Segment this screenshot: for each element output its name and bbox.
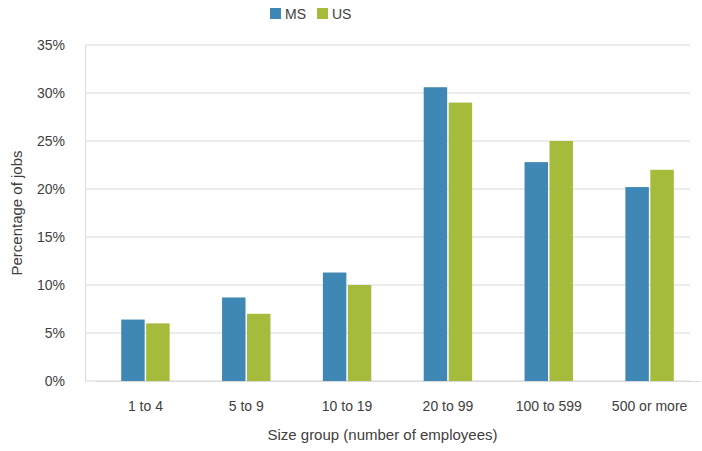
x-tick: 500 or more [612, 381, 688, 414]
grid-line [85, 45, 690, 46]
bar [348, 285, 371, 381]
chart: 0% 5% 10% 15% 20% 25% 30% 35% 1 to 4 5 to 9 10 to … [0, 0, 702, 451]
bar [323, 273, 346, 381]
bar-series [146, 103, 674, 381]
y-tick-label: 5% [45, 325, 65, 341]
x-tick-label: 10 to 19 [322, 398, 373, 414]
bars [121, 87, 674, 381]
bar [247, 314, 270, 381]
x-tick: 5 to 9 [229, 381, 264, 414]
y-tick-label: 30% [37, 85, 65, 101]
y-tick: 15% [37, 229, 85, 245]
y-tick: 25% [37, 133, 85, 149]
grid-line [85, 333, 690, 334]
x-tick: 1 to 4 [128, 381, 163, 414]
legend-label: US [332, 6, 351, 22]
y-axis-title: Percentage of jobs [8, 150, 25, 275]
x-tick: 20 to 99 [423, 381, 474, 414]
x-tick: 10 to 19 [322, 381, 373, 414]
x-tick-label: 5 to 9 [229, 398, 264, 414]
grid-line [85, 237, 690, 238]
bar [650, 170, 673, 381]
y-tick: 20% [37, 181, 85, 197]
y-tick-label: 35% [37, 37, 65, 53]
grid-line [85, 189, 690, 190]
x-axis: 1 to 4 5 to 9 10 to 19 20 to 99 100 to 599 50… [96, 381, 701, 414]
bar [121, 320, 144, 381]
legend-label: MS [285, 6, 306, 22]
x-tick-label: 100 to 599 [516, 398, 582, 414]
y-tick: 35% [37, 37, 85, 53]
legend: MS US [270, 6, 351, 22]
y-tick-label: 25% [37, 133, 65, 149]
grid-line [85, 93, 690, 94]
legend-swatch [270, 8, 281, 19]
x-tick-label: 500 or more [612, 398, 688, 414]
y-tick-label: 0% [45, 373, 65, 389]
bar [625, 187, 648, 381]
y-tick-label: 20% [37, 181, 65, 197]
bar [424, 87, 447, 381]
y-axis: 0% 5% 10% 15% 20% 25% 30% 35% [37, 37, 86, 389]
bar [146, 323, 169, 381]
bar [525, 162, 548, 381]
bar [449, 103, 472, 381]
legend-swatch [317, 8, 328, 19]
bar [549, 141, 572, 381]
bar-series [121, 87, 649, 381]
x-tick-label: 20 to 99 [423, 398, 474, 414]
y-tick-label: 15% [37, 229, 65, 245]
y-tick: 5% [45, 325, 85, 341]
y-tick: 30% [37, 85, 85, 101]
y-axis-line [85, 46, 86, 382]
x-tick: 100 to 599 [516, 381, 582, 414]
y-tick: 10% [37, 277, 85, 293]
bar [222, 297, 245, 381]
y-tick-label: 10% [37, 277, 65, 293]
x-axis-title: Size group (number of employees) [267, 426, 497, 443]
x-axis-line [96, 381, 701, 382]
grid-line [85, 285, 690, 286]
y-tick: 0% [45, 373, 85, 389]
grid [85, 45, 690, 381]
grid-line [85, 141, 690, 142]
x-tick-label: 1 to 4 [128, 398, 163, 414]
